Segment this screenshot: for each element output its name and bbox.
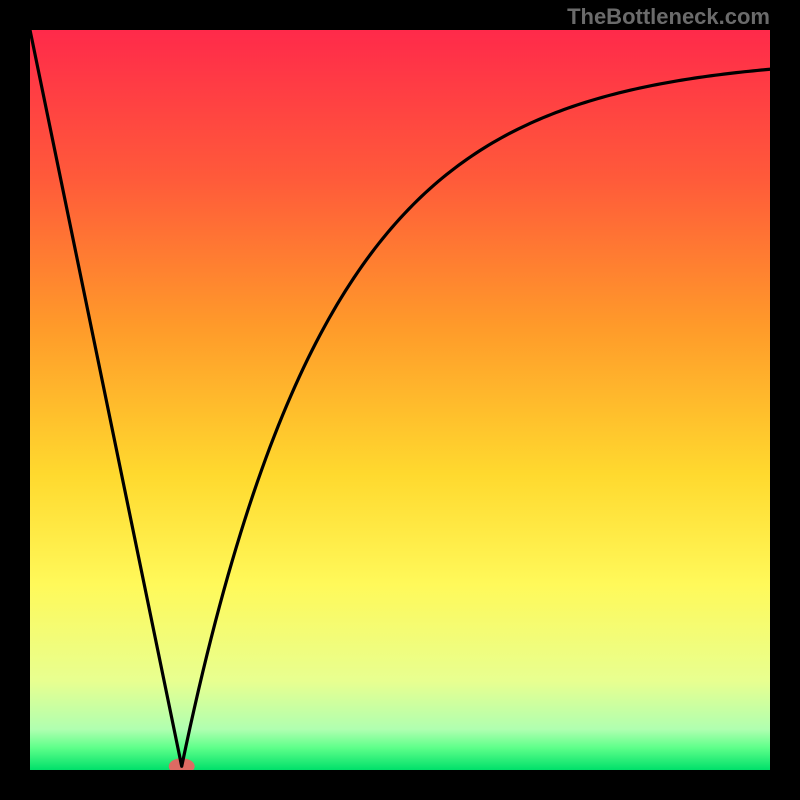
chart-root: TheBottleneck.com	[0, 0, 800, 800]
curve-layer	[30, 30, 770, 770]
plot-area	[30, 30, 770, 770]
watermark-text: TheBottleneck.com	[567, 4, 770, 30]
bottleneck-curve	[30, 30, 770, 766]
